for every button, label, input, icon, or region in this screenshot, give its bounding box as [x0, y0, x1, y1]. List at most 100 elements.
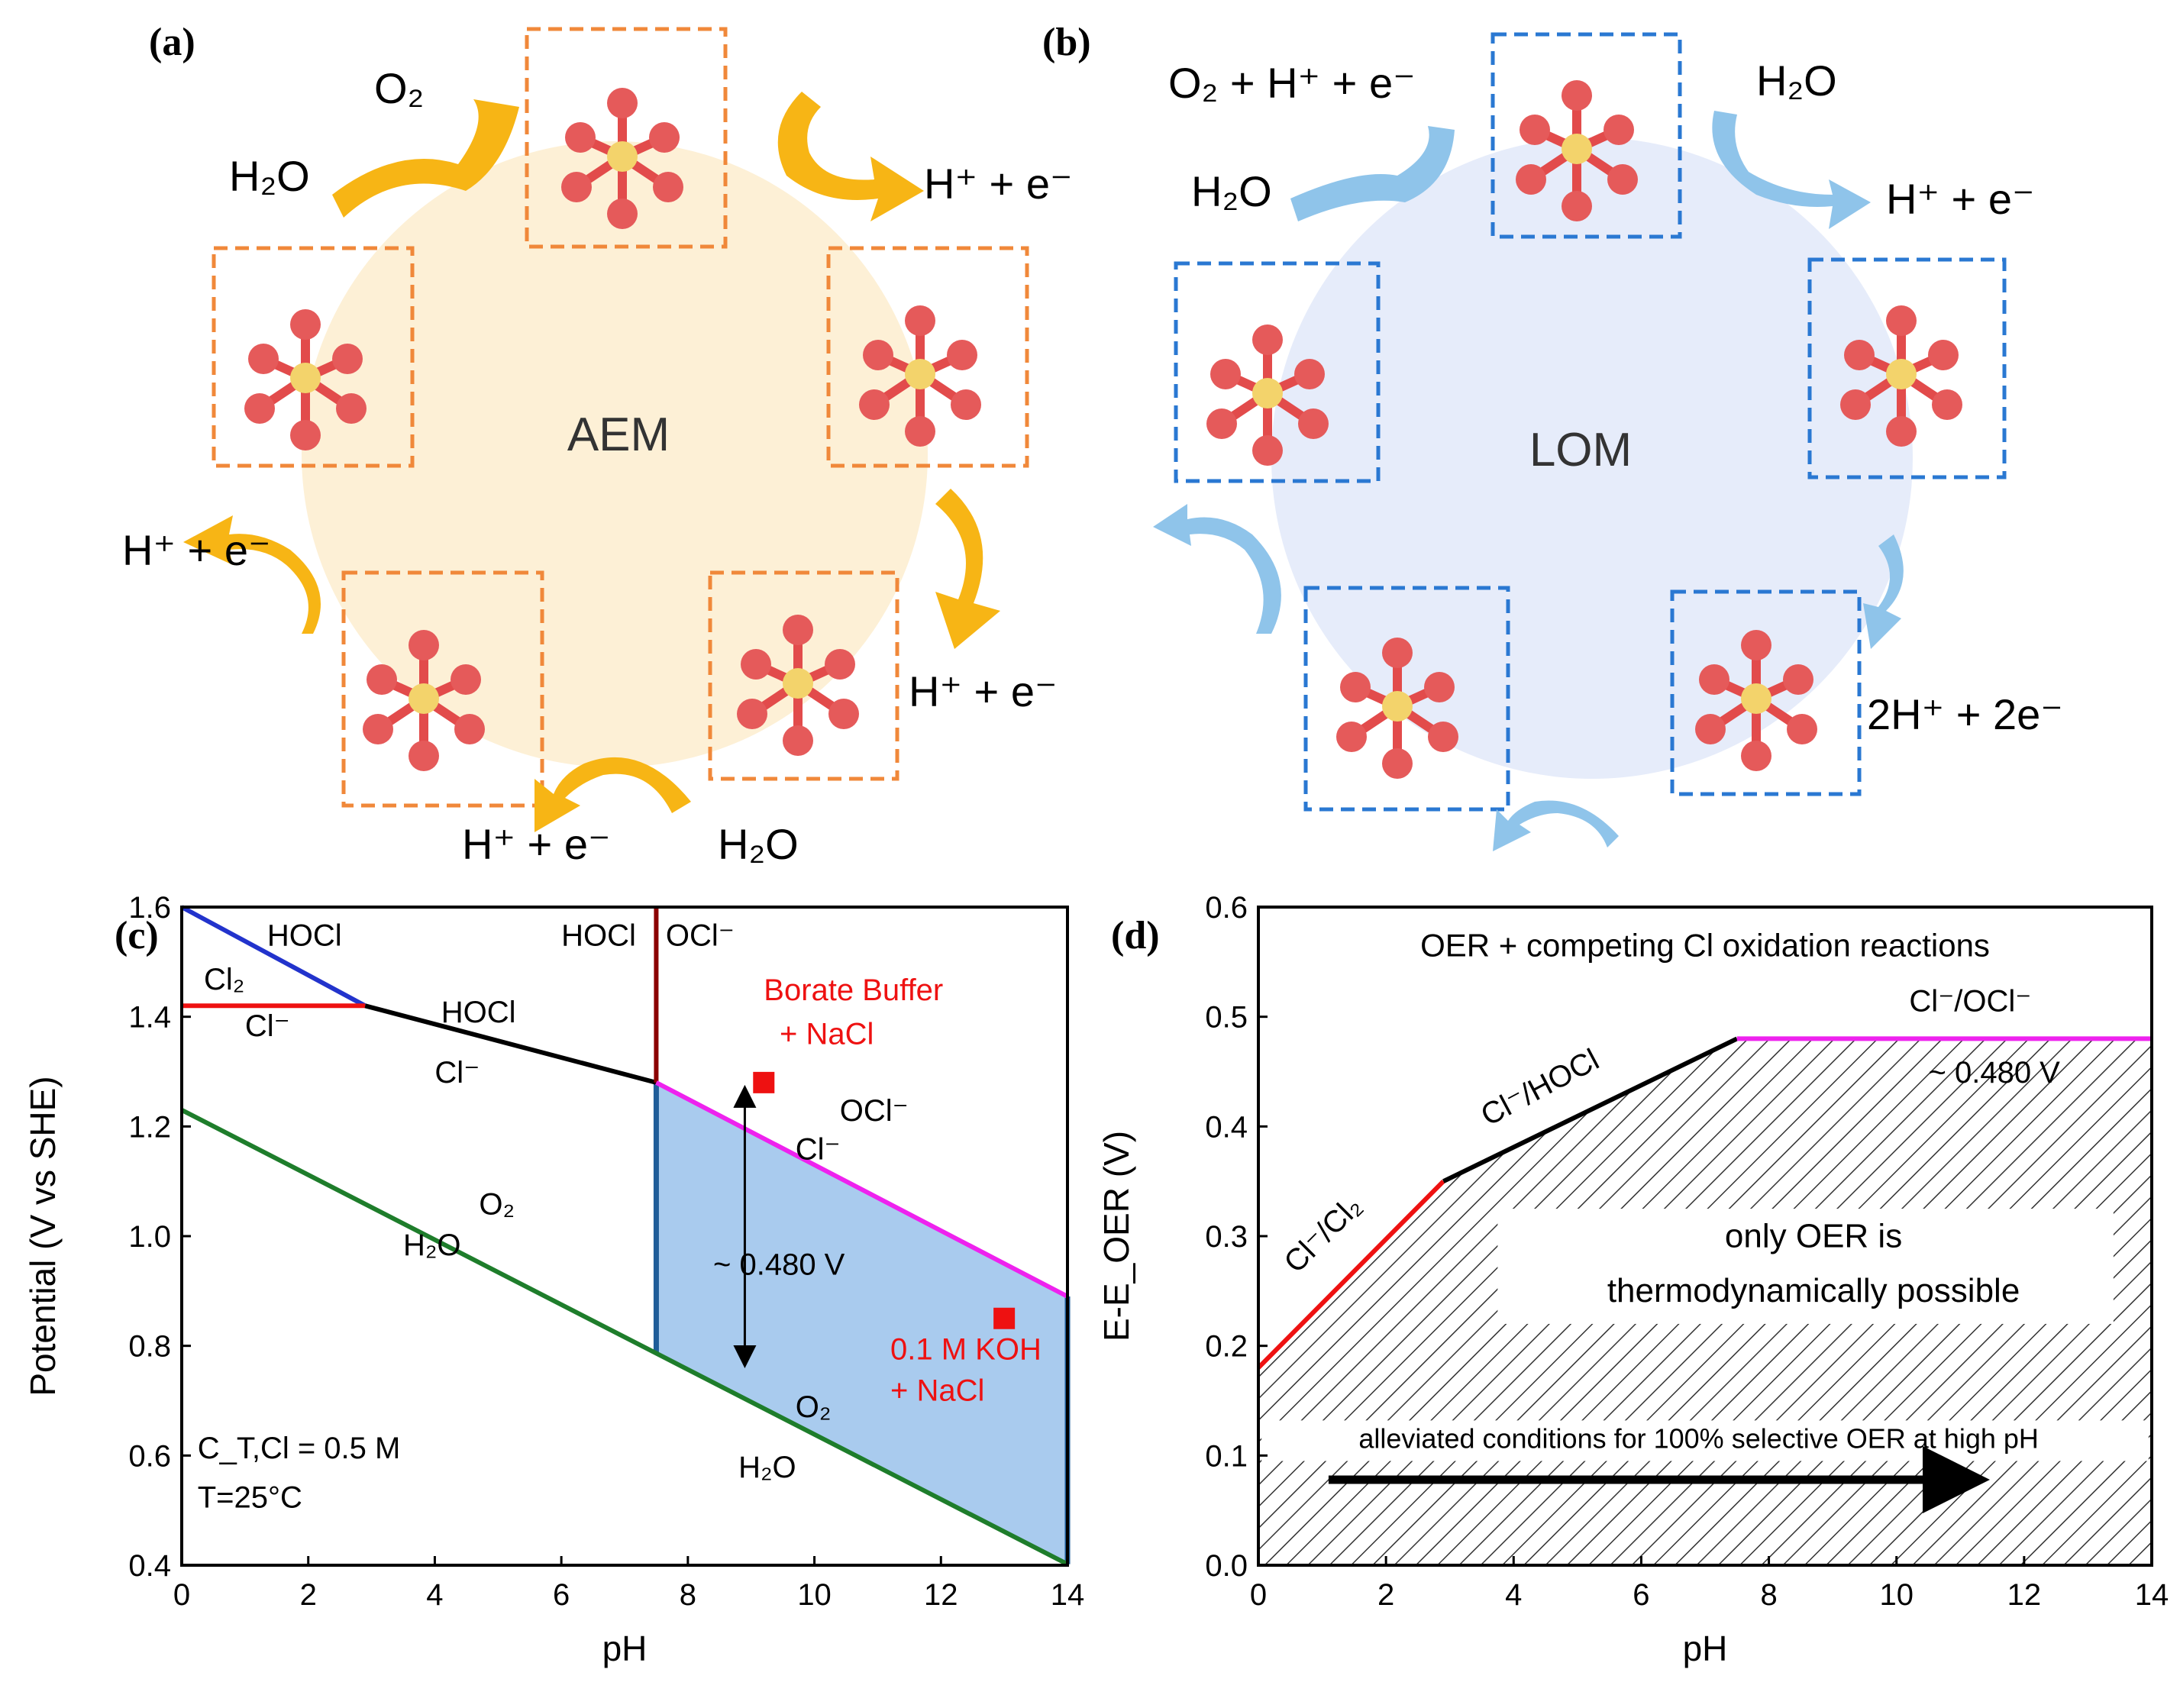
pourbaix-y-tick-label: 0.6	[128, 1439, 171, 1473]
pourbaix-x-tick-label: 0	[173, 1578, 190, 1612]
label-gap-value: ~ 0.480 V	[1929, 1056, 2061, 1090]
label-gap: ~ 0.480 V	[713, 1248, 845, 1281]
oxygen-atom	[783, 615, 813, 645]
oxygen-atom	[741, 649, 771, 680]
pourbaix-x-tick-label: 4	[426, 1578, 443, 1612]
label-koh-line1: 0.1 M KOH	[890, 1333, 1042, 1367]
aem-cycle-circle	[302, 141, 928, 767]
oer-only-line2: thermodynamically possible	[1607, 1272, 2020, 1309]
oxygen-atom	[336, 393, 367, 424]
selectivity-title: OER + competing Cl oxidation reactions	[1420, 928, 1990, 964]
lom-h2o-in-2: H₂O	[1756, 57, 1837, 105]
lom-h2o-in-1: H₂O	[1191, 167, 1272, 215]
aem-arrows	[183, 92, 1000, 832]
oxygen-atom	[1886, 305, 1917, 336]
oxygen-atom	[363, 714, 393, 744]
metal-atom	[1562, 134, 1592, 164]
aem-intermediates	[212, 27, 1029, 808]
pourbaix-axes: 0 2 4 6 8 10 12 14 0.4 0.6 0.8 1.0 1.2 1.4 1.6	[128, 891, 1084, 1612]
label-o2-left: O₂	[479, 1187, 515, 1221]
oxygen-atom	[1340, 672, 1371, 702]
selectivity-y-tick-label: 0.3	[1205, 1220, 1248, 1254]
aem-intermediate-bottom-right	[708, 570, 899, 781]
oxygen-atom	[290, 420, 321, 450]
pourbaix-y-axis-label: Potential (V vs SHE)	[23, 1076, 63, 1396]
selectivity-y-tick-label: 0.2	[1205, 1330, 1248, 1364]
oxygen-atom	[561, 172, 592, 202]
oxygen-atom	[607, 199, 638, 229]
lom-proton-electron-1: H⁺ + e⁻	[1886, 175, 2035, 223]
oxygen-atom	[1741, 741, 1771, 771]
aem-arrow-top-right	[777, 92, 924, 221]
pourbaix-x-tick-label: 2	[300, 1578, 317, 1612]
oxygen-atom	[409, 630, 439, 660]
lom-o2-proton-electron: O₂ + H⁺ + e⁻	[1168, 59, 1416, 107]
aem-h2o-in-2: H₂O	[718, 820, 799, 868]
selectivity-y-tick-label: 0.6	[1205, 891, 1248, 925]
lom-intermediate-left	[1174, 261, 1381, 483]
label-cl2: Cl₂	[204, 963, 244, 996]
oxygen-atom	[951, 389, 981, 420]
selectivity-x-axis-label: pH	[1683, 1629, 1728, 1668]
oxygen-atom	[1252, 435, 1283, 466]
label-boundary-ocl: OCl⁻	[666, 919, 735, 952]
selectivity-x-tick-label: 8	[1760, 1578, 1777, 1612]
selectivity-y-tick-label: 0.0	[1205, 1549, 1248, 1583]
arrow-text: alleviated conditions for 100% selective…	[1358, 1422, 2039, 1454]
aem-arrow-left	[183, 515, 321, 634]
oer-only-line1: only OER is	[1725, 1217, 1902, 1254]
oxygen-atom	[1928, 340, 1959, 370]
selectivity-x-tick-label: 2	[1377, 1578, 1394, 1612]
metal-atom	[409, 683, 439, 714]
oxygen-atom	[649, 122, 680, 153]
pourbaix-x-axis-label: pH	[602, 1629, 648, 1668]
lom-intermediate-bottom-right	[1670, 589, 1862, 796]
lom-arrows	[1153, 111, 1904, 851]
pourbaix-plot	[180, 905, 1071, 1567]
metal-atom	[1252, 378, 1283, 408]
panel-d: (d) 0 2 4 6 8 10 12 14 0.0 0.1 0.2 0.3 0.4 0.5 0.6 E-E…	[1096, 891, 2169, 1668]
oxygen-atom	[1695, 714, 1726, 744]
panel-d-label: (d)	[1111, 914, 1160, 957]
panel-c-label: (c)	[115, 914, 159, 957]
label-hocl-top: HOCl	[267, 919, 342, 952]
lom-arrow-bottom	[1493, 800, 1619, 851]
oxygen-atom	[451, 664, 481, 695]
pourbaix-x-tick-label: 12	[924, 1578, 958, 1612]
lom-arrow-top-right	[1712, 111, 1871, 229]
aem-proton-electron-3: H⁺ + e⁻	[462, 820, 611, 868]
oxygen-atom	[367, 664, 397, 695]
oxygen-atom	[1424, 672, 1455, 702]
oxygen-atom	[1210, 359, 1241, 389]
oxygen-atom	[1382, 638, 1413, 668]
lom-cycle-circle	[1271, 137, 1913, 779]
lom-2proton-2electron: 2H⁺ + 2e⁻	[1867, 690, 2063, 738]
metal-atom	[783, 668, 813, 699]
aem-proton-electron-1: H⁺ + e⁻	[924, 160, 1073, 208]
oxygen-atom	[1516, 164, 1546, 195]
lom-label: LOM	[1529, 424, 1632, 476]
label-cl-minus-mid: Cl⁻	[434, 1056, 480, 1090]
panel-b: (b) LOM	[1042, 21, 2063, 851]
label-h2o-right: H₂O	[738, 1451, 796, 1484]
oxygen-atom	[332, 344, 363, 374]
aem-h2o-in-1: H₂O	[229, 152, 310, 200]
metal-atom	[1741, 683, 1771, 714]
oxygen-atom	[1206, 408, 1237, 439]
pourbaix-y-tick-label: 1.6	[128, 891, 171, 925]
oxygen-atom	[1932, 389, 1962, 420]
oxygen-atom	[244, 393, 275, 424]
oxygen-atom	[454, 714, 485, 744]
label-koh-line2: + NaCl	[890, 1374, 984, 1408]
lom-arrow-top-left	[1290, 126, 1455, 221]
oxygen-atom	[947, 340, 977, 370]
oxygen-atom	[1252, 324, 1283, 355]
oxygen-atom	[783, 725, 813, 756]
oxygen-atom	[1783, 664, 1813, 695]
oxygen-atom	[1562, 80, 1592, 111]
line-cl-hocl	[1442, 1036, 1739, 1183]
pourbaix-x-tick-label: 8	[680, 1578, 696, 1612]
metal-atom	[905, 359, 935, 389]
